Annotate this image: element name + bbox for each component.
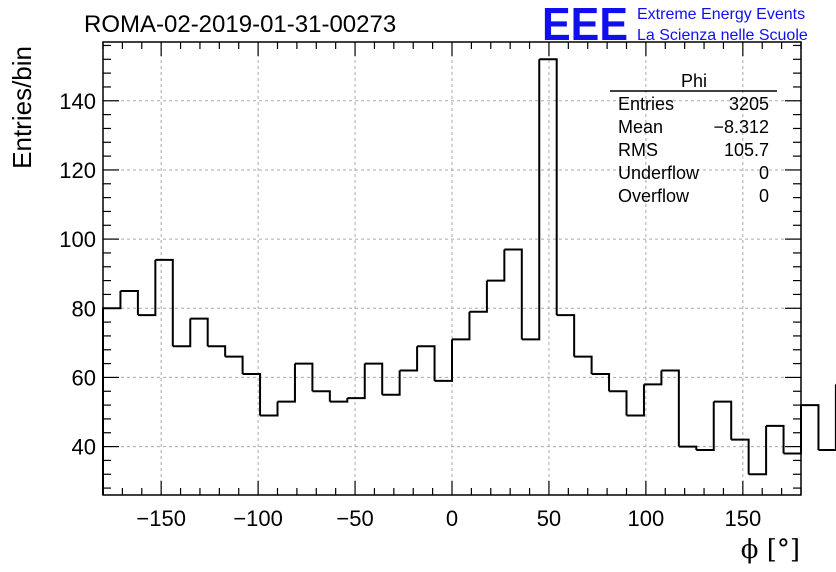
histogram-bin (678, 445, 698, 451)
y-tick-label: 80 (72, 296, 96, 321)
histogram-bin (486, 249, 506, 282)
histogram-bin (661, 369, 680, 447)
y-tick-label: 140 (59, 89, 96, 114)
histogram-bin (504, 248, 523, 340)
histogram-bin (242, 372, 262, 416)
histogram (102, 58, 836, 495)
histogram-bin (190, 317, 209, 347)
histogram-bin (277, 363, 296, 403)
histogram-bin (591, 372, 611, 392)
histogram-bin (312, 390, 331, 402)
histogram-bin (713, 400, 733, 440)
stat-overflow-label: Overflow (618, 186, 690, 206)
histogram-bin (399, 346, 419, 372)
logo-line-1: Extreme Energy Events (637, 6, 805, 23)
histogram-bin (137, 259, 157, 317)
histogram-bin (469, 280, 488, 313)
x-axis-label: ϕ [°] (741, 535, 800, 565)
x-tick-label: 100 (628, 506, 665, 531)
stats-box: Phi Entries 3205 Mean −8.312 RMS 105.7 U… (610, 71, 777, 206)
histogram-bin (207, 345, 227, 357)
stats-box-name: Phi (681, 71, 707, 91)
logo-text: EEE (542, 0, 628, 50)
stat-entries-value: 3205 (729, 94, 769, 114)
plot-frame (102, 41, 802, 496)
histogram-bin (801, 404, 820, 451)
histogram-bin (417, 345, 436, 381)
stat-overflow-value: 0 (759, 186, 769, 206)
histogram-bin (452, 311, 471, 341)
x-tick-label: 50 (537, 506, 561, 531)
stat-underflow-label: Underflow (618, 163, 700, 183)
histogram-bin (521, 59, 541, 341)
x-tick-label: −100 (233, 506, 283, 531)
run-title: ROMA-02-2019-01-31-00273 (84, 11, 396, 38)
histogram-bin (539, 58, 558, 316)
histogram-bin (225, 355, 244, 374)
histogram-bin (818, 384, 836, 452)
histogram-bin (556, 314, 576, 357)
grid (103, 42, 801, 495)
histogram-bin (574, 355, 593, 374)
histogram-bin (609, 390, 628, 416)
histogram-bin (748, 425, 768, 476)
histogram-bin (347, 363, 366, 400)
y-tick-label: 40 (72, 435, 96, 460)
stat-mean-value: −8.312 (713, 117, 769, 137)
logo-line-2: La Scienza nelle Scuole (637, 27, 808, 44)
histogram-bin (696, 401, 715, 452)
stat-rms-label: RMS (618, 140, 658, 160)
y-tick-label: 100 (59, 227, 96, 252)
histogram-bin (260, 401, 279, 417)
tick-labels: −150 −100 −50 0 50 100 150 40 60 80 100 120 140 (59, 89, 761, 531)
y-tick-label: 60 (72, 365, 96, 390)
stat-rms-value: 105.7 (724, 140, 769, 160)
x-tick-label: 0 (446, 506, 458, 531)
eee-logo: EEE Extreme Energy Events La Scienza nel… (542, 0, 808, 50)
x-tick-label: −150 (136, 506, 186, 531)
y-axis-label: Entries/bin (7, 46, 37, 169)
histogram-bin (731, 438, 750, 475)
histogram-bin (766, 424, 785, 454)
stat-underflow-value: 0 (759, 163, 769, 183)
histogram-bin (364, 362, 384, 395)
stat-entries-label: Entries (618, 94, 674, 114)
y-tick-label: 120 (59, 158, 96, 183)
histogram-bin (626, 384, 645, 417)
histogram-bin (155, 258, 174, 347)
histogram-bin (643, 370, 663, 386)
histogram-bin (120, 289, 139, 316)
histogram-bin (382, 370, 401, 396)
histogram-bin (294, 362, 314, 392)
x-tick-label: −50 (336, 506, 373, 531)
x-tick-label: 150 (724, 506, 761, 531)
histogram-bin (434, 339, 453, 382)
histogram-bin (172, 318, 192, 348)
histogram-bin (329, 398, 349, 403)
stat-mean-label: Mean (618, 117, 663, 137)
